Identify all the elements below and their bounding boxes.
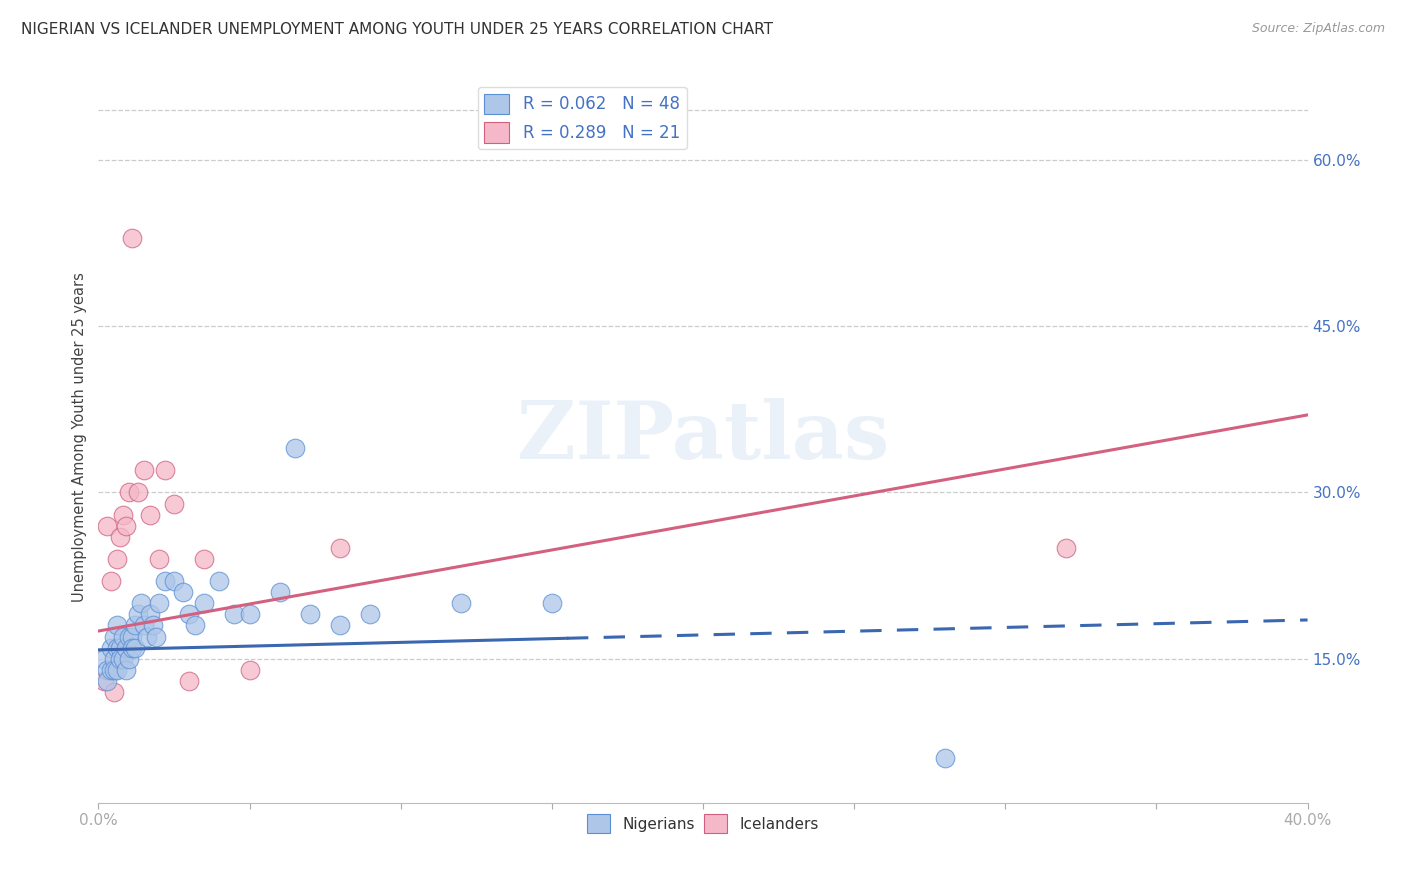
Point [239, 663, 262, 677]
Point [103, 663, 125, 677]
Point [299, 607, 322, 622]
Point [224, 607, 246, 622]
Point [540, 596, 562, 610]
Point [184, 618, 207, 632]
Point [1054, 541, 1077, 555]
Point [103, 685, 125, 699]
Point [360, 607, 382, 622]
Point [100, 574, 122, 589]
Point [239, 607, 262, 622]
Point [269, 585, 291, 599]
Text: NIGERIAN VS ICELANDER UNEMPLOYMENT AMONG YOUTH UNDER 25 YEARS CORRELATION CHART: NIGERIAN VS ICELANDER UNEMPLOYMENT AMONG… [21, 22, 773, 37]
Point [127, 485, 149, 500]
Point [118, 485, 141, 500]
Point [129, 596, 152, 610]
Legend: Nigerians, Icelanders: Nigerians, Icelanders [581, 808, 825, 839]
Point [329, 541, 352, 555]
Text: ZIPatlas: ZIPatlas [517, 398, 889, 476]
Point [153, 574, 176, 589]
Point [121, 640, 143, 655]
Point [145, 630, 167, 644]
Point [124, 640, 146, 655]
Point [111, 508, 134, 522]
Point [105, 618, 128, 632]
Point [135, 630, 157, 644]
Point [105, 552, 128, 566]
Point [163, 497, 186, 511]
Text: Source: ZipAtlas.com: Source: ZipAtlas.com [1251, 22, 1385, 36]
Point [108, 640, 131, 655]
Point [450, 596, 472, 610]
Point [139, 508, 162, 522]
Point [96, 518, 118, 533]
Point [934, 751, 956, 765]
Point [142, 618, 165, 632]
Point [103, 630, 125, 644]
Point [96, 663, 118, 677]
Point [132, 618, 155, 632]
Y-axis label: Unemployment Among Youth under 25 years: Unemployment Among Youth under 25 years [72, 272, 87, 602]
Point [208, 574, 231, 589]
Point [100, 663, 122, 677]
Point [114, 640, 136, 655]
Point [93, 651, 115, 665]
Point [93, 673, 115, 688]
Point [121, 630, 143, 644]
Point [148, 552, 170, 566]
Point [127, 607, 149, 622]
Point [179, 673, 201, 688]
Point [114, 518, 136, 533]
Point [114, 663, 136, 677]
Point [329, 618, 352, 632]
Point [132, 463, 155, 477]
Point [124, 618, 146, 632]
Point [111, 651, 134, 665]
Point [111, 630, 134, 644]
Point [193, 596, 215, 610]
Point [100, 640, 122, 655]
Point [121, 230, 143, 244]
Point [108, 651, 131, 665]
Point [148, 596, 170, 610]
Point [153, 463, 176, 477]
Point [139, 607, 162, 622]
Point [118, 630, 141, 644]
Point [105, 663, 128, 677]
Point [118, 651, 141, 665]
Point [284, 441, 307, 455]
Point [96, 673, 118, 688]
Point [105, 640, 128, 655]
Point [163, 574, 186, 589]
Point [108, 530, 131, 544]
Point [172, 585, 194, 599]
Point [103, 651, 125, 665]
Point [179, 607, 201, 622]
Point [193, 552, 215, 566]
